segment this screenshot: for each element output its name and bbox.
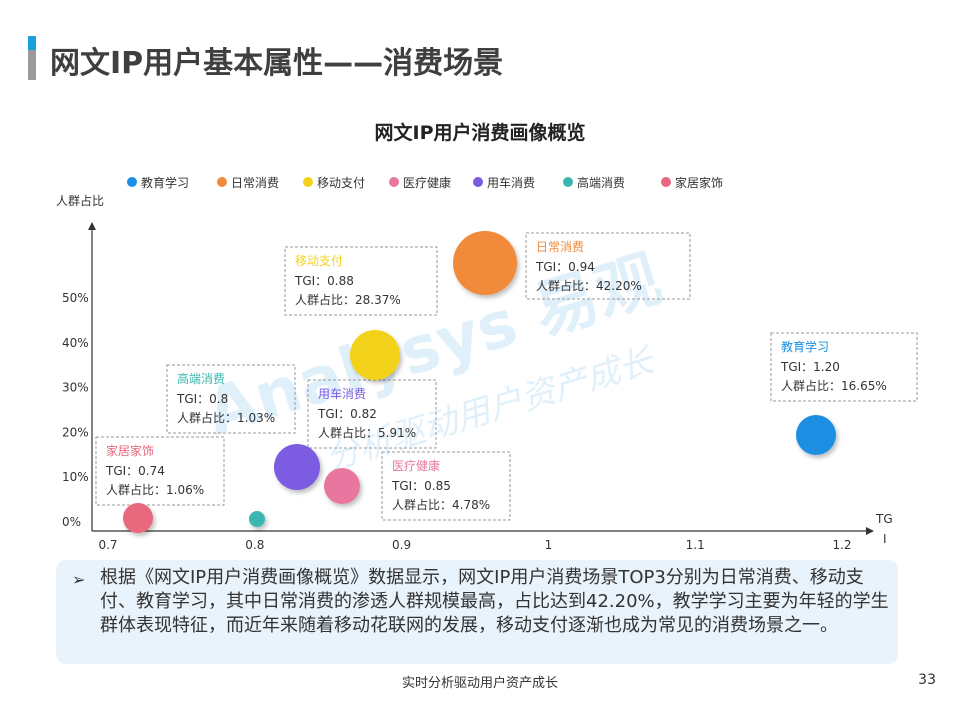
legend-label: 教育学习 [141,175,189,190]
callout-name: 教育学习 [781,339,829,354]
callout-share: 人群占比：4.78% [392,497,490,512]
legend-marker [389,177,399,187]
legend-marker [473,177,483,187]
callout-tgi: TGI：0.8 [176,392,228,406]
callout-share: 人群占比：16.65% [781,378,887,393]
watermark: Analysys 易观 分析驱动用户资产成长 [198,242,669,479]
callout-border [307,379,437,449]
bubble-point [324,468,360,504]
legend-label: 移动支付 [317,176,365,190]
legend-label: 日常消费 [231,176,279,190]
y-tick-label: 0% [62,515,81,529]
bubble-point [274,444,320,490]
callout-tgi: TGI：0.85 [391,479,451,493]
y-axis-arrow-icon [88,222,96,230]
summary-box: ➢ 根据《网文IP用户消费画像概览》数据显示，网文IP用户消费场景TOP3分别为… [56,560,898,664]
y-axis-title: 人群占比 [56,193,104,208]
legend-marker [303,177,313,187]
x-axis-title: TG [875,512,893,526]
callout-name: 用车消费 [318,386,366,401]
callout-box: 日常消费 TGI：0.94 人群占比：42.20% [525,232,691,300]
callout-tgi: TGI：0.82 [317,407,377,421]
callout-share: 人群占比：1.03% [177,410,275,425]
bubble-point [453,231,517,295]
title-accent-bar [28,36,36,80]
callout-tgi: TGI：0.94 [535,260,595,274]
callout-tgi: TGI：0.88 [294,274,354,288]
bubble-point [123,503,153,533]
page-number: 33 [918,672,936,688]
bubble-point [249,511,265,527]
x-tick-label: 1 [545,538,553,552]
chart-legend: 教育学习 日常消费 移动支付 医疗健康 用车消费 高端消费 家居家饰 [127,175,723,190]
y-tick-label: 50% [62,291,89,305]
callout-name: 高端消费 [177,371,225,386]
callout-name: 医疗健康 [392,458,440,473]
legend-marker [127,177,137,187]
callout-share: 人群占比：5.91% [318,425,416,440]
page-title: 网文IP用户基本属性——消费场景 [50,46,504,81]
bubble-point [796,415,836,455]
callout-name: 日常消费 [536,240,584,254]
callout-box: 用车消费 TGI：0.82 人群占比：5.91% [307,379,437,449]
chart-callouts: 教育学习 TGI：1.20 人群占比：16.65% 日常消费 TGI：0.94 人群占比：… [95,232,918,521]
summary-text: 根据《网文IP用户消费画像概览》数据显示，网文IP用户消费场景TOP3分别为日常… [100,567,889,636]
x-tick-label: 0.8 [245,538,264,552]
callout-border [525,232,691,300]
callout-border [381,451,511,521]
legend-label: 医疗健康 [403,175,451,190]
callout-tgi: TGI：1.20 [780,360,840,374]
callout-name: 家居家饰 [106,443,154,458]
chart-title: 网文IP用户消费画像概览 [374,122,586,144]
y-tick-label: 10% [62,470,89,484]
legend-label: 用车消费 [487,175,535,190]
legend-marker [661,177,671,187]
callout-name: 移动支付 [295,254,343,268]
bubble-point [350,330,400,380]
legend-marker [217,177,227,187]
callout-share: 人群占比：1.06% [106,482,204,497]
callout-border [166,364,296,434]
x-tick-label: 0.9 [392,538,411,552]
callout-share: 人群占比：28.37% [295,292,401,307]
y-tick-label: 30% [62,381,89,395]
callout-share: 人群占比：42.20% [536,278,642,293]
chart-axes: 0.7 0.8 0.9 1 1.1 1.2 0% 10% 20% 30% 40% 50% 人群占比 TG I [56,193,893,552]
y-tick-label: 20% [62,425,89,439]
footer-slogan: 实时分析驱动用户资产成长 [401,676,558,691]
legend-marker [563,177,573,187]
bullet-arrow-icon: ➢ [72,570,86,589]
callout-tgi: TGI：0.74 [105,464,165,478]
y-tick-label: 40% [62,336,89,350]
callout-box: 家居家饰 TGI：0.74 人群占比：1.06% [95,436,225,506]
legend-label: 高端消费 [577,175,625,190]
x-tick-label: 1.1 [686,538,705,552]
callout-border [284,246,438,316]
callout-border [770,332,918,402]
callout-box: 高端消费 TGI：0.8 人群占比：1.03% [166,364,296,434]
x-axis-arrow-icon [866,527,874,535]
chart-bubbles [123,231,836,533]
x-tick-label: 1.2 [832,538,851,552]
x-axis-title-tail: I [883,532,887,546]
callout-border [95,436,225,506]
callout-box: 医疗健康 TGI：0.85 人群占比：4.78% [381,451,511,521]
x-tick-label: 0.7 [98,538,117,552]
callout-box: 移动支付 TGI：0.88 人群占比：28.37% [284,246,438,316]
legend-label: 家居家饰 [675,175,723,190]
callout-box: 教育学习 TGI：1.20 人群占比：16.65% [770,332,918,402]
